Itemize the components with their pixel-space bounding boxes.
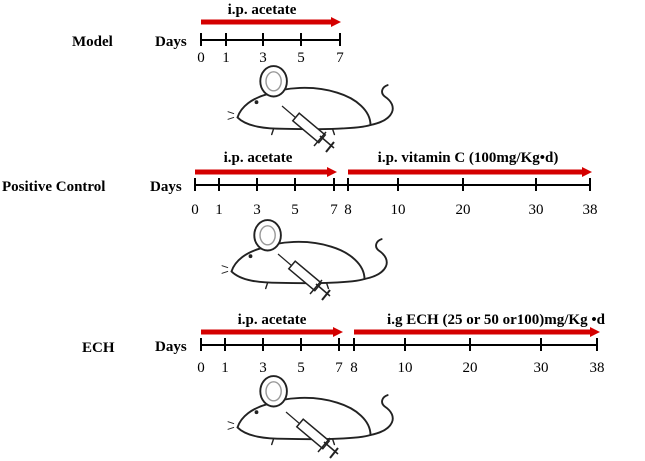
tick-label-ech: 3	[259, 360, 267, 376]
tick-label-ech: 38	[590, 360, 605, 376]
tick-label-model: 7	[336, 50, 344, 66]
tick-label-ech: 0	[197, 360, 205, 376]
axis-title-ech: Days	[155, 339, 187, 355]
group-label-ech: ECH	[82, 340, 115, 356]
phase-label-ech: i.g ECH (25 or 50 or100)mg/Kg •d	[387, 312, 606, 328]
tick-label-ech: 1	[221, 360, 229, 376]
tick-label-positive-control: 8	[344, 202, 352, 218]
phase-arrow-positive-control	[348, 167, 592, 177]
tick-label-ech: 30	[534, 360, 549, 376]
tick-label-model: 0	[197, 50, 205, 66]
tick-label-ech: 7	[335, 360, 343, 376]
tick-label-positive-control: 10	[391, 202, 406, 218]
phase-label-positive-control: i.p. vitamin C (100mg/Kg•d)	[378, 150, 559, 166]
phase-label-positive-control: i.p. acetate	[224, 150, 293, 166]
tick-label-positive-control: 38	[583, 202, 598, 218]
phase-label-ech: i.p. acetate	[238, 312, 307, 328]
tick-label-positive-control: 5	[291, 202, 299, 218]
tick-label-positive-control: 3	[253, 202, 261, 218]
tick-label-model: 5	[297, 50, 305, 66]
phase-label-model: i.p. acetate	[228, 2, 297, 18]
tick-label-positive-control: 0	[191, 202, 199, 218]
tick-label-positive-control: 1	[215, 202, 223, 218]
axis-title-positive-control: Days	[150, 179, 182, 195]
phase-arrow-ech	[354, 327, 600, 337]
tick-label-ech: 10	[398, 360, 413, 376]
tick-label-ech: 5	[297, 360, 305, 376]
tick-label-positive-control: 7	[330, 202, 338, 218]
tick-label-positive-control: 20	[456, 202, 471, 218]
tick-label-ech: 8	[350, 360, 358, 376]
phase-arrow-ech	[201, 327, 343, 337]
group-label-model: Model	[72, 34, 113, 50]
phase-arrow-positive-control	[195, 167, 337, 177]
tick-label-positive-control: 30	[529, 202, 544, 218]
group-label-positive-control: Positive Control	[2, 179, 105, 195]
tick-label-ech: 20	[463, 360, 478, 376]
tick-label-model: 1	[222, 50, 230, 66]
phase-arrow-model	[201, 17, 341, 27]
axis-title-model: Days	[155, 34, 187, 50]
tick-label-model: 3	[259, 50, 267, 66]
